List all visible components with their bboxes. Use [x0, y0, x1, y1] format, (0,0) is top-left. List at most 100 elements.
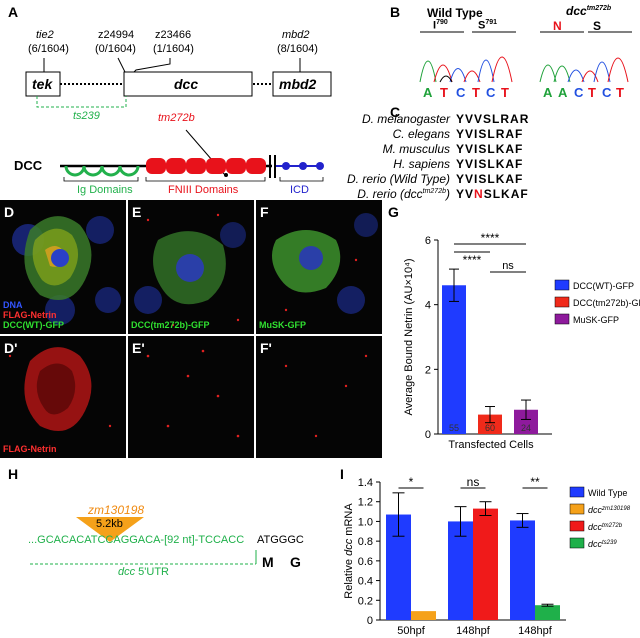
x-axis-label: Transfected Cells	[448, 439, 534, 451]
panel-h: H zm130198 5.2kb ...GCACACATCCAGGACA-[92…	[0, 462, 330, 638]
y-tick-label: 0	[425, 429, 431, 441]
wt-res2: S791	[478, 19, 498, 32]
legend-swatch	[554, 279, 570, 291]
panel-f2-letter: F'	[260, 340, 272, 356]
panel-d-letter: D	[4, 204, 15, 220]
legend-swatch	[569, 537, 585, 549]
sig-label: *	[409, 475, 414, 489]
legend-swatch	[569, 486, 585, 498]
sig-label: ns	[502, 260, 514, 272]
bar-n-label: 60	[485, 423, 495, 433]
bar	[448, 521, 473, 620]
mut-base-1: A	[543, 85, 553, 100]
legend-swatch	[569, 503, 585, 515]
y-axis-label: Relative dcc mRNA	[343, 503, 355, 599]
gene-map-svg	[25, 57, 332, 182]
bar	[411, 611, 436, 620]
legend-label: dcczm130198	[588, 505, 631, 515]
y-tick-label: 1.4	[358, 477, 373, 489]
panel-d-image: D DNA FLAG-Netrin DCC(WT)-GFP	[0, 200, 126, 334]
seq-right: ATGGGC	[257, 534, 304, 546]
legend-label: DCC(WT)-GFP	[573, 281, 634, 291]
marker-z23466-name: z23466	[155, 29, 192, 41]
insertion-size: 5.2kb	[96, 518, 123, 530]
sig-label: **	[530, 475, 540, 489]
panel-b: B Wild Type I790 S791 dcctm272b N S	[380, 0, 640, 100]
label-flag-netrin: FLAG-Netrin	[3, 310, 57, 320]
marker-tie2-count: (6/1604)	[28, 43, 69, 55]
cell-image-d2	[8, 347, 112, 431]
mut-base-2: A	[558, 85, 568, 100]
chromatogram-svg	[419, 31, 632, 83]
cell-image-f2	[284, 354, 368, 438]
panel-e2-image: E'	[128, 336, 254, 458]
bar	[442, 285, 466, 434]
alignment-row: H. sapiens YVISLKAF	[393, 157, 524, 171]
wt-base-4: T	[472, 85, 480, 100]
panel-e-letter: E	[132, 204, 142, 220]
mut-base-3: C	[574, 85, 584, 100]
panel-f-image: F MuSK-GFP	[256, 200, 382, 334]
y-tick-label: 0.4	[358, 576, 373, 588]
tm272b-label: tm272b	[158, 112, 195, 124]
legend-label: dccts239	[588, 539, 617, 549]
y-tick-label: 1.2	[358, 497, 373, 509]
y-tick-label: 0.8	[358, 536, 373, 548]
y-tick-label: 2	[425, 364, 431, 376]
wt-title: Wild Type	[427, 6, 483, 20]
sig-label: ns	[467, 475, 480, 489]
mut-res2: S	[593, 19, 602, 33]
x-tick-label: 148hpf	[456, 625, 491, 637]
y-tick-label: 0.2	[358, 595, 373, 607]
wt-base-3: C	[456, 85, 466, 100]
mut-base-6: T	[616, 85, 624, 100]
insertion-svg	[30, 517, 257, 565]
alignment-row: C. elegans YVISLRAF	[392, 127, 524, 141]
label-dna: DNA	[3, 300, 23, 310]
legend-label: DCC(tm272b)-GFP	[573, 298, 640, 308]
mut-res1: N	[553, 19, 562, 33]
bar	[510, 520, 535, 620]
gene-mbd2-label: mbd2	[279, 76, 317, 92]
bar	[535, 605, 560, 620]
label-dcc-wt-gfp: DCC(WT)-GFP	[3, 320, 64, 330]
cell-image-e2	[146, 349, 240, 438]
label-dcc-tm272b-gfp: DCC(tm272b)-GFP	[131, 320, 210, 330]
ig-domains-label: Ig Domains	[77, 184, 133, 196]
x-tick-label: 50hpf	[397, 625, 425, 637]
panel-c: C D. melanogaster YVVSLRAR C. elegans YVIS…	[347, 104, 640, 204]
alignment-row: D. melanogaster YVVSLRAR	[361, 112, 530, 126]
marker-tie2-name: tie2	[36, 29, 54, 41]
y-axis-label: Average Bound Netrin (AU×10⁴)	[403, 258, 415, 415]
legend-swatch	[554, 313, 570, 325]
legend-label: Wild Type	[588, 488, 627, 498]
icd-label: ICD	[290, 184, 309, 196]
wt-base-6: T	[501, 85, 509, 100]
allele-label: zm130198	[88, 503, 145, 517]
cell-image-d	[12, 216, 121, 325]
marker-z23466-count: (1/1604)	[153, 43, 194, 55]
alignment-row: D. rerio (Wild Type) YVISLKAF	[346, 172, 524, 186]
alignment-row: M. musculus YVISLKAF	[382, 142, 524, 156]
marker-mbd2-name: mbd2	[282, 29, 310, 41]
panel-d2-image: D' FLAG-Netrin	[0, 336, 126, 458]
panel-b-letter: B	[390, 4, 401, 20]
legend-label: MuSK-GFP	[573, 315, 619, 325]
fniii-domains-label: FNIII Domains	[168, 184, 239, 196]
y-tick-label: 4	[425, 300, 431, 312]
sig-label: ****	[463, 253, 482, 267]
panel-a-letter: A	[8, 4, 19, 20]
panel-f2-image: F'	[256, 336, 382, 458]
chart-i-svg: 0 0.2 0.4 0.6 0.8 1.0 1.2 1.4 * 50hpf ns 148hpf ** 14…	[343, 475, 631, 637]
y-tick-label: 6	[425, 235, 431, 247]
panel-h-letter: H	[8, 466, 19, 482]
aa-g: G	[290, 554, 301, 570]
wt-base-1: A	[423, 85, 433, 100]
seq-left: ...GCACACATCCAGGACA-[92 nt]-TCCACC	[28, 534, 245, 546]
marker-z24994-count: (0/1604)	[95, 43, 136, 55]
panel-f-letter: F	[260, 204, 269, 220]
panel-a: A tie2 (6/1604) z24994 (0/1604) z23466 (…	[0, 0, 375, 200]
mut-base-4: T	[588, 85, 596, 100]
aa-m: M	[262, 554, 274, 570]
panel-e2-letter: E'	[132, 340, 145, 356]
